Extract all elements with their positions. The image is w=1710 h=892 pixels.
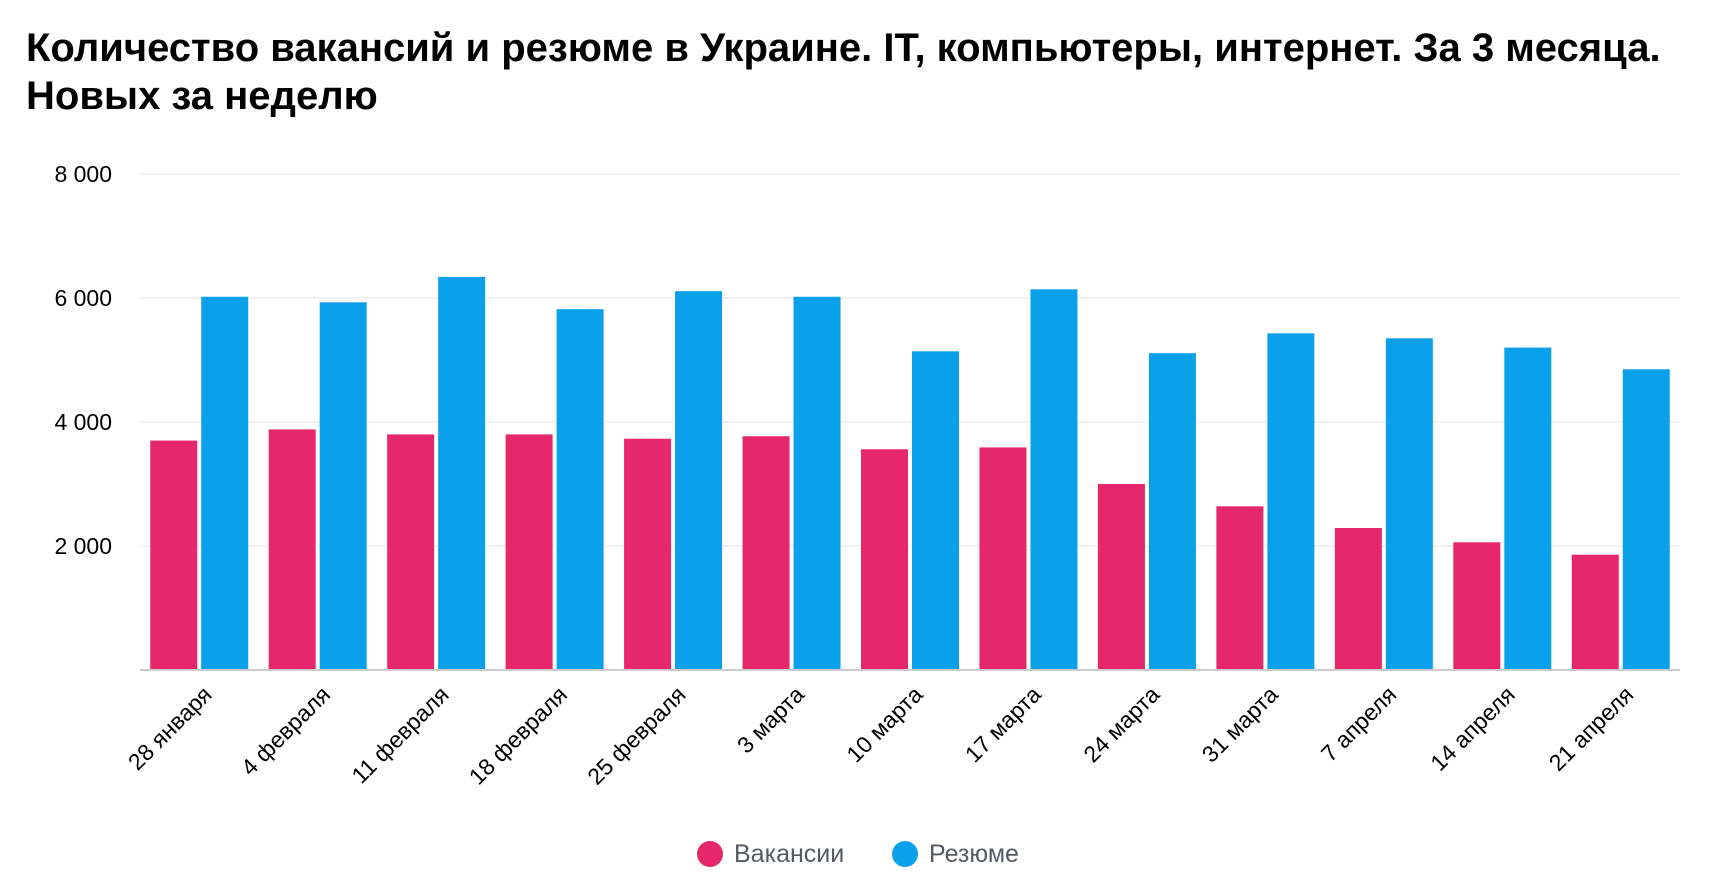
x-tick-label: 28 января [123, 681, 217, 775]
bar-vacancies [979, 447, 1027, 670]
bar-resumes [1385, 338, 1433, 670]
x-tick-label: 25 февраля [582, 681, 690, 789]
y-axis: 2 000 4 000 6 000 8 000 [54, 161, 112, 559]
legend: Вакансии Резюме [697, 840, 1019, 868]
x-tick-label: 21 апреля [1544, 681, 1639, 776]
legend-label-resumes[interactable]: Резюме [929, 840, 1019, 868]
x-tick-label: 14 апреля [1425, 681, 1520, 776]
y-tick-label: 4 000 [54, 409, 112, 435]
bar-resumes [1622, 369, 1670, 670]
x-tick-label: 7 апреля [1316, 681, 1402, 767]
bar-vacancies [387, 434, 435, 670]
bar-vacancies [150, 440, 198, 670]
x-tick-label: 10 марта [841, 681, 927, 767]
legend-label-vacancies[interactable]: Вакансии [734, 840, 844, 868]
bar-resumes [793, 296, 841, 670]
bar-vacancies [268, 429, 316, 670]
x-tick-label: 17 марта [960, 681, 1046, 767]
legend-marker-resumes [892, 841, 918, 867]
bar-vacancies [861, 449, 908, 670]
chart-title: Количество вакансий и резюме в Украине. … [26, 26, 1661, 118]
bar-resumes [556, 309, 604, 670]
bar-vacancies [1453, 542, 1501, 670]
y-tick-label: 8 000 [54, 161, 112, 187]
bar-vacancies [505, 434, 553, 670]
bars [150, 276, 1670, 670]
bar-vacancies [1097, 484, 1145, 670]
y-tick-label: 2 000 [54, 533, 112, 559]
grid-lines [140, 173, 1680, 547]
bar-resumes [1148, 353, 1196, 670]
y-tick-label: 6 000 [54, 285, 112, 311]
bar-resumes [912, 351, 959, 670]
bar-vacancies [1571, 554, 1619, 670]
x-axis: 28 января 4 февраля 11 февраля 18 февраля 25… [123, 669, 1680, 790]
x-tick-label: 3 марта [732, 681, 809, 758]
bar-resumes [675, 291, 723, 670]
x-tick-label: 24 марта [1078, 681, 1164, 767]
bar-resumes [1030, 289, 1078, 670]
bar-resumes [201, 296, 249, 670]
legend-marker-vacancies [697, 841, 723, 867]
bar-vacancies [742, 436, 790, 670]
bar-resumes [1504, 347, 1552, 670]
x-tick-label: 4 февраля [236, 681, 335, 780]
bar-resumes [319, 302, 367, 670]
bar-vacancies [624, 438, 672, 670]
bar-vacancies [1334, 528, 1382, 670]
x-tick-label: 31 марта [1197, 681, 1283, 767]
bar-resumes [438, 276, 486, 670]
bar-resumes [1267, 333, 1315, 670]
x-tick-label: 11 февраля [346, 681, 453, 788]
bar-vacancies [1216, 506, 1264, 670]
x-tick-label: 18 февраля [464, 681, 572, 789]
